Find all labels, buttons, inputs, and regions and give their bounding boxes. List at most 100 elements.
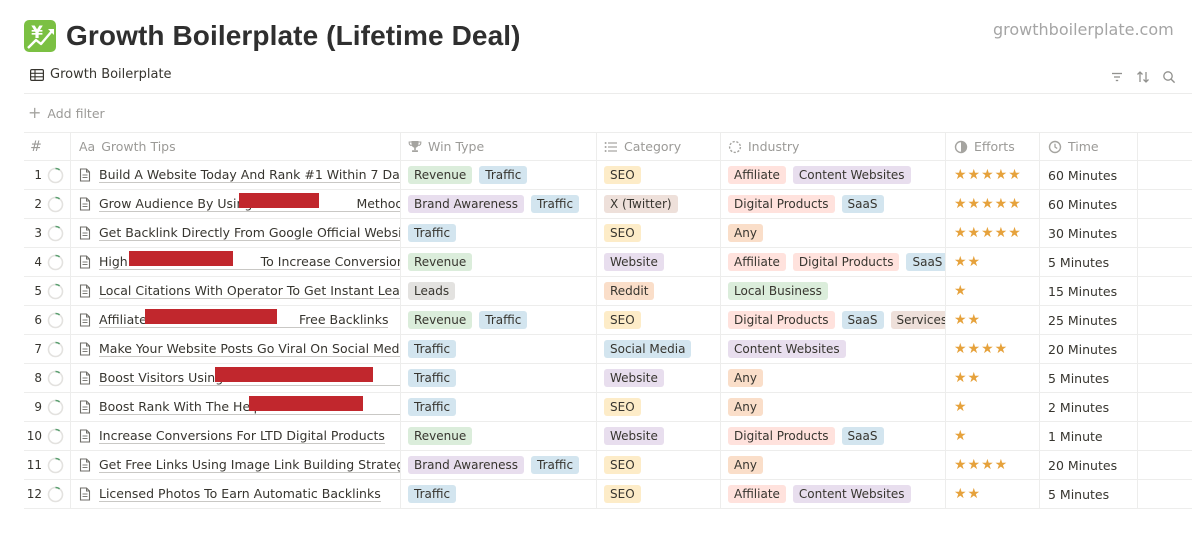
tag-seo[interactable]: SEO — [604, 166, 641, 184]
tag-brand-awareness[interactable]: Brand Awareness — [408, 195, 524, 213]
growth-tip-link[interactable]: Make Your Website Posts Go Viral On Soci… — [99, 341, 400, 357]
tag-revenue[interactable]: Revenue — [408, 166, 473, 184]
column-header-category[interactable]: Category — [597, 133, 721, 160]
tag-seo[interactable]: SEO — [604, 456, 641, 474]
efforts-cell[interactable]: ★★ — [946, 480, 1040, 508]
category-cell[interactable]: SEO — [597, 219, 721, 247]
efforts-cell[interactable]: ★ — [946, 422, 1040, 450]
tag-brand-awareness[interactable]: Brand Awareness — [408, 456, 524, 474]
tag-content-websites[interactable]: Content Websites — [728, 340, 846, 358]
time-cell[interactable]: 60 Minutes — [1040, 161, 1138, 189]
time-cell[interactable]: 2 Minutes — [1040, 393, 1138, 421]
table-row[interactable]: 10 Increase Conversions For LTD Digital P… — [24, 422, 1192, 451]
table-row[interactable]: 1 Build A Website Today And Rank #1 Withi… — [24, 161, 1192, 190]
table-row[interactable]: 8 Boost Visitors Using ██████████████████… — [24, 364, 1192, 393]
tag-seo[interactable]: SEO — [604, 485, 641, 503]
win-type-cell[interactable]: Brand Awareness Traffic — [401, 190, 597, 218]
tag-saas[interactable]: SaaS — [841, 195, 884, 213]
industry-cell[interactable]: Any — [721, 451, 946, 479]
industry-cell[interactable]: Affiliate Digital Products SaaS — [721, 248, 946, 276]
win-type-cell[interactable]: Revenue Traffic — [401, 306, 597, 334]
efforts-cell[interactable]: ★★ — [946, 306, 1040, 334]
tag-traffic[interactable]: Traffic — [408, 224, 457, 242]
efforts-cell[interactable]: ★★★★ — [946, 451, 1040, 479]
efforts-cell[interactable]: ★★★★★ — [946, 190, 1040, 218]
tag-content-websites[interactable]: Content Websites — [792, 166, 911, 184]
tag-any[interactable]: Any — [728, 224, 763, 242]
category-cell[interactable]: SEO — [597, 393, 721, 421]
tag-leads[interactable]: Leads — [408, 282, 456, 300]
column-header-number[interactable]: # — [24, 133, 71, 160]
growth-tip-link[interactable]: Grow Audience By Using ██████████ Method — [99, 193, 400, 212]
industry-cell[interactable]: Digital Products SaaS — [721, 422, 946, 450]
win-type-cell[interactable]: Traffic — [401, 480, 597, 508]
win-type-cell[interactable]: Revenue — [401, 422, 597, 450]
table-row[interactable]: 9 Boost Rank With The Help ██████████████… — [24, 393, 1192, 422]
growth-tip-link[interactable]: Affiliate ███████████████ Free Backlinks — [99, 309, 389, 328]
industry-cell[interactable]: Any — [721, 364, 946, 392]
tag-traffic[interactable]: Traffic — [479, 166, 528, 184]
growth-tip-cell[interactable]: Boost Visitors Using ███████████████████… — [71, 364, 401, 392]
growth-tip-link[interactable]: Boost Visitors Using ███████████████████… — [99, 367, 400, 386]
tag-saas[interactable]: SaaS — [841, 427, 884, 445]
category-cell[interactable]: Social Media — [597, 335, 721, 363]
tag-traffic[interactable]: Traffic — [531, 195, 580, 213]
efforts-cell[interactable]: ★★★★★ — [946, 219, 1040, 247]
growth-tip-cell[interactable]: Get Backlink Directly From Google Offici… — [71, 219, 401, 247]
time-cell[interactable]: 15 Minutes — [1040, 277, 1138, 305]
time-cell[interactable]: 25 Minutes — [1040, 306, 1138, 334]
growth-tip-cell[interactable]: Increase Conversions For LTD Digital Pro… — [71, 422, 401, 450]
growth-tip-link[interactable]: Get Free Links Using Image Link Building… — [99, 457, 400, 473]
table-row[interactable]: 3 Get Backlink Directly From Google Offic… — [24, 219, 1192, 248]
category-cell[interactable]: SEO — [597, 161, 721, 189]
growth-tip-link[interactable]: Build A Website Today And Rank #1 Within… — [99, 167, 400, 183]
tag-digital-products[interactable]: Digital Products — [728, 195, 835, 213]
time-cell[interactable]: 20 Minutes — [1040, 335, 1138, 363]
efforts-cell[interactable]: ★ — [946, 393, 1040, 421]
win-type-cell[interactable]: Leads — [401, 277, 597, 305]
tag-seo[interactable]: SEO — [604, 398, 641, 416]
time-cell[interactable]: 60 Minutes — [1040, 190, 1138, 218]
growth-tip-cell[interactable]: Build A Website Today And Rank #1 Within… — [71, 161, 401, 189]
category-cell[interactable]: X (Twitter) — [597, 190, 721, 218]
tag-seo[interactable]: SEO — [604, 224, 641, 242]
win-type-cell[interactable]: Revenue Traffic — [401, 161, 597, 189]
category-cell[interactable]: SEO — [597, 306, 721, 334]
tag-reddit[interactable]: Reddit — [604, 282, 655, 300]
tag-website[interactable]: Website — [604, 427, 664, 445]
tag-any[interactable]: Any — [728, 456, 763, 474]
time-cell[interactable]: 5 Minutes — [1040, 248, 1138, 276]
tag-affiliate[interactable]: Affiliate — [728, 253, 786, 271]
tag-social-media[interactable]: Social Media — [604, 340, 692, 358]
column-header-industry[interactable]: Industry — [721, 133, 946, 160]
tag-digital-products[interactable]: Digital Products — [728, 427, 835, 445]
growth-tip-link[interactable]: High █████████████ To Increase Conversio… — [99, 251, 400, 270]
growth-tip-cell[interactable]: High █████████████ To Increase Conversio… — [71, 248, 401, 276]
efforts-cell[interactable]: ★★ — [946, 364, 1040, 392]
tag-any[interactable]: Any — [728, 398, 763, 416]
table-row[interactable]: 6 Affiliate ███████████████ Free Backlink… — [24, 306, 1192, 335]
industry-cell[interactable]: Digital Products SaaS Services — [721, 306, 946, 334]
tag-x-twitter[interactable]: X (Twitter) — [604, 195, 678, 213]
table-row[interactable]: 5 Local Citations With Operator To Get In… — [24, 277, 1192, 306]
win-type-cell[interactable]: Revenue — [401, 248, 597, 276]
tag-saas[interactable]: SaaS — [906, 253, 945, 271]
table-row[interactable]: 7 Make Your Website Posts Go Viral On Soc… — [24, 335, 1192, 364]
column-header-win-type[interactable]: Win Type — [401, 133, 597, 160]
growth-tip-link[interactable]: Local Citations With Operator To Get Ins… — [99, 283, 400, 299]
tag-revenue[interactable]: Revenue — [408, 427, 473, 445]
time-cell[interactable]: 5 Minutes — [1040, 480, 1138, 508]
industry-cell[interactable]: Content Websites — [721, 335, 946, 363]
efforts-cell[interactable]: ★★★★ — [946, 335, 1040, 363]
tag-traffic[interactable]: Traffic — [479, 311, 528, 329]
table-row[interactable]: 11 Get Free Links Using Image Link Buildi… — [24, 451, 1192, 480]
growth-tip-cell[interactable]: Get Free Links Using Image Link Building… — [71, 451, 401, 479]
growth-tip-link[interactable]: Licensed Photos To Earn Automatic Backli… — [99, 486, 381, 502]
category-cell[interactable]: Website — [597, 422, 721, 450]
efforts-cell[interactable]: ★ — [946, 277, 1040, 305]
sort-icon[interactable] — [1136, 70, 1150, 84]
search-icon[interactable] — [1162, 70, 1176, 84]
growth-tip-link[interactable]: Get Backlink Directly From Google Offici… — [99, 225, 400, 241]
column-header-efforts[interactable]: Efforts — [946, 133, 1040, 160]
tag-services[interactable]: Services — [890, 311, 945, 329]
